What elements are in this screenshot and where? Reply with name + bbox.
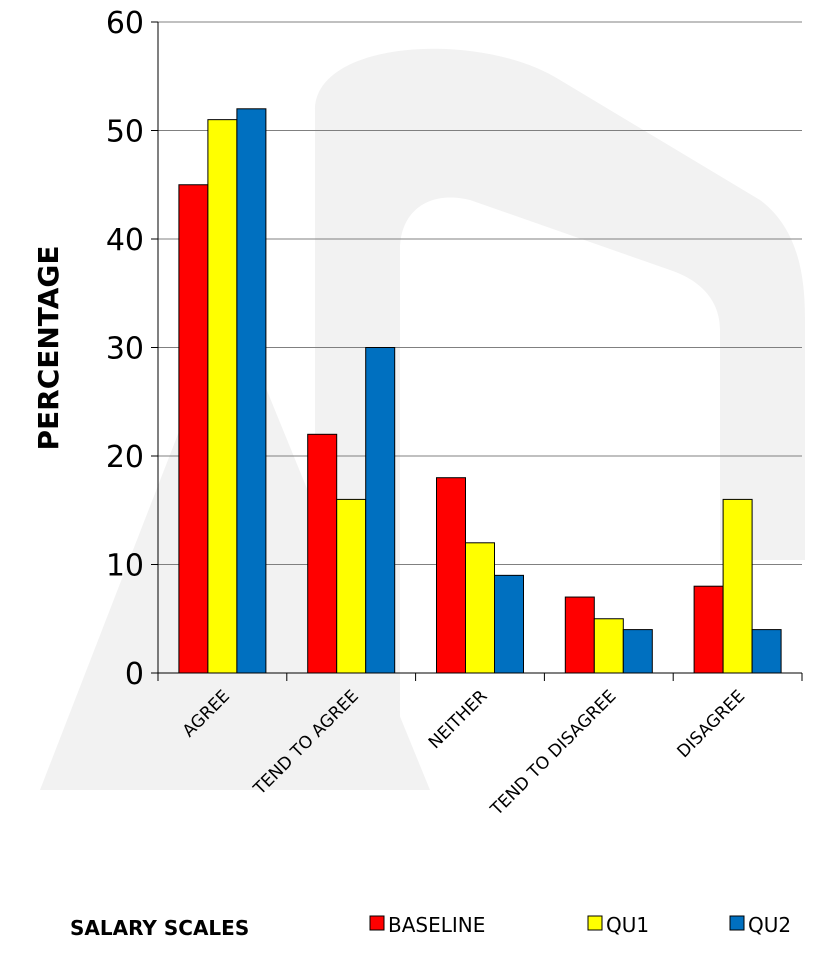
y-tick-label: 10	[106, 549, 144, 584]
x-axis-title: SALARY SCALES	[70, 916, 249, 940]
bars	[178, 108, 782, 674]
bar-qu1-0	[207, 119, 238, 674]
axes	[151, 21, 803, 681]
legend-swatch-baseline	[369, 915, 385, 931]
legend-swatch-qu2	[729, 915, 745, 931]
legend-label-qu2: QU2	[748, 913, 791, 937]
bar-qu1-3	[593, 618, 624, 674]
y-tick-labels: 0 10 20 30 40 50 60	[106, 6, 144, 692]
y-axis-title: PERCENTAGE	[32, 245, 65, 450]
bar-baseline-4	[693, 585, 724, 674]
bar-baseline-1	[307, 433, 338, 674]
watermark-shape	[315, 48, 805, 761]
legend: BASELINE QU1 QU2	[369, 913, 791, 937]
x-category-label: DISAGREE	[673, 686, 749, 762]
y-tick-label: 30	[106, 332, 144, 367]
y-tick-label: 60	[106, 6, 144, 41]
legend-label-baseline: BASELINE	[388, 913, 485, 937]
y-tick-label: 40	[106, 223, 144, 258]
bar-baseline-3	[564, 596, 595, 674]
legend-label-qu1: QU1	[606, 913, 649, 937]
bar-qu1-1	[336, 498, 367, 674]
bar-baseline-0	[178, 184, 209, 674]
bar-baseline-2	[436, 477, 466, 674]
bar-qu2-3	[622, 629, 653, 674]
y-tick-label: 0	[125, 657, 144, 692]
bar-qu1-2	[465, 542, 495, 674]
y-tick-label: 20	[106, 440, 144, 475]
x-category-label: TEND TO DISAGREE	[486, 686, 620, 820]
bar-qu2-1	[365, 347, 396, 674]
bar-qu2-4	[751, 629, 782, 674]
y-tick-label: 50	[106, 115, 144, 150]
bar-qu2-2	[494, 574, 524, 674]
x-category-label: NEITHER	[425, 686, 492, 753]
legend-swatch-qu1	[587, 915, 603, 931]
bar-qu2-0	[236, 108, 267, 674]
bar-qu1-4	[722, 498, 753, 674]
watermark-logo	[40, 48, 805, 790]
